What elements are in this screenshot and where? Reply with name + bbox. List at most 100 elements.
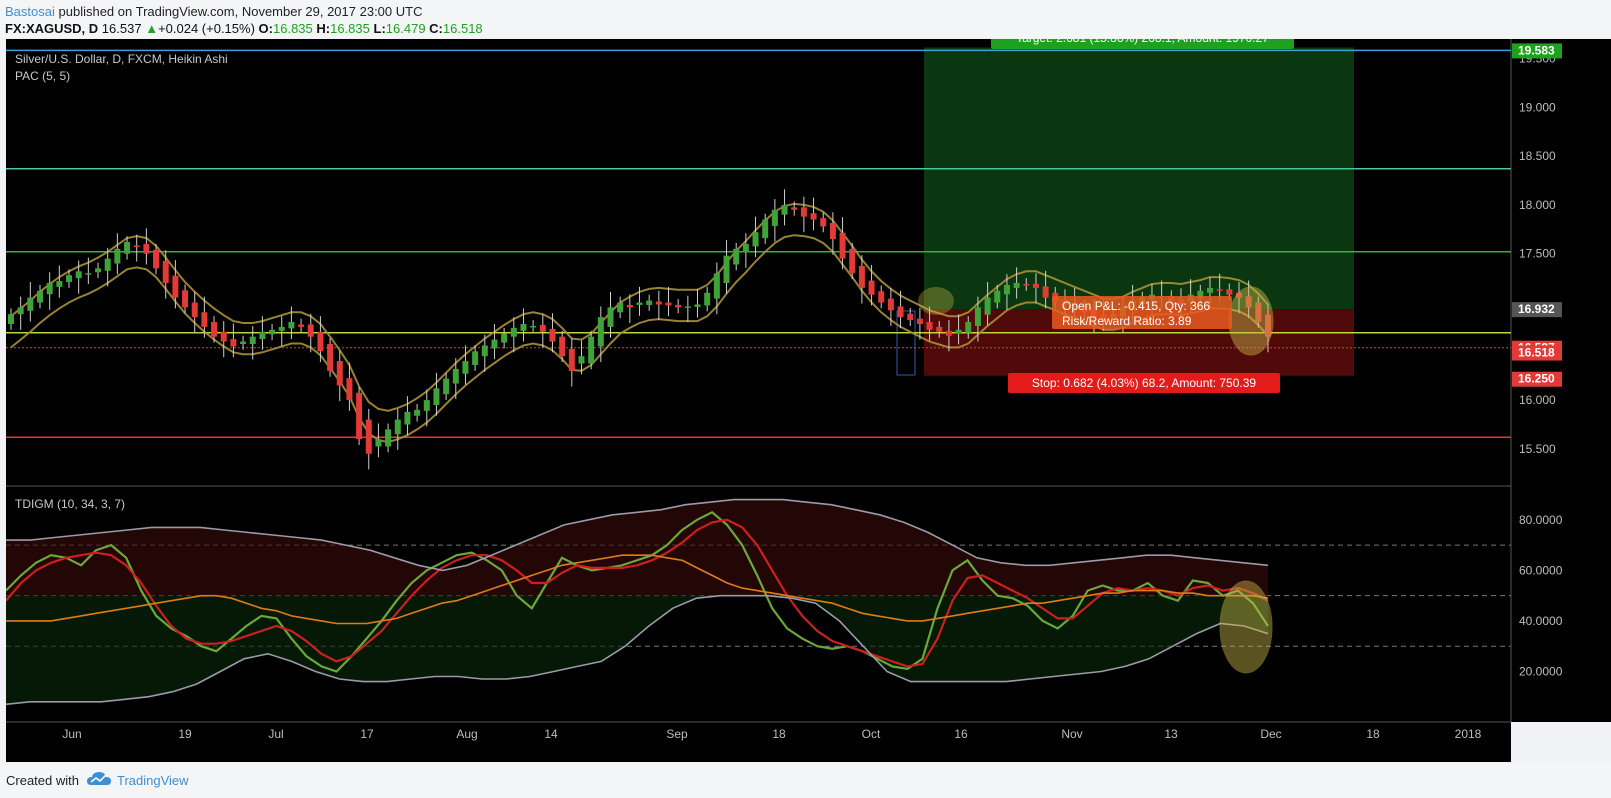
indicator-tick-label: 60.0000 (1519, 563, 1563, 577)
candle-body (75, 271, 82, 279)
tradingview-link[interactable]: TradingView (117, 773, 189, 788)
time-tick-label: Jul (268, 727, 283, 741)
candle-body (926, 322, 933, 330)
candle-body (752, 232, 759, 247)
chart-area[interactable]: Target: 2.681 (15.86%) 268.1, Amount: 19… (5, 27, 1611, 762)
publish-info: Bastosai published on TradingView.com, N… (5, 4, 422, 19)
author-link[interactable]: Bastosai (5, 4, 55, 19)
candle-body (549, 328, 556, 342)
low-value: 16.479 (385, 21, 426, 36)
pnl-text: Open P&L: -0.415, Qty: 366 (1062, 299, 1210, 313)
candle-body (800, 207, 807, 217)
candle-body (520, 323, 527, 331)
candle-body (539, 324, 546, 332)
candle-body (249, 336, 256, 344)
ohlc-legend: FX:XAGUSD, D 16.537 ▲+0.024 (+0.15%) O:1… (5, 21, 483, 36)
candle-body (95, 268, 102, 273)
low-label: L: (373, 21, 386, 36)
candle-body (240, 341, 247, 344)
price-tick-label: 17.500 (1519, 247, 1556, 261)
candle-body (1245, 296, 1252, 308)
time-tick-label: 13 (1164, 727, 1178, 741)
created-with-text: Created with (6, 773, 79, 788)
time-tick-label: 18 (1366, 727, 1380, 741)
candle-body (597, 317, 604, 347)
candle-body (404, 411, 411, 425)
stop-label: Stop: 0.682 (4.03%) 68.2, Amount: 750.39 (1032, 376, 1256, 390)
candle-body (153, 249, 160, 269)
candle-body (114, 248, 121, 264)
candle-body (578, 356, 585, 364)
highlight-ellipse-indicator (1219, 580, 1273, 674)
high-value: 16.835 (330, 21, 370, 36)
time-tick-label: 18 (772, 727, 786, 741)
candle-body (984, 297, 991, 315)
candle-body (887, 298, 894, 311)
candle-body (820, 218, 827, 227)
candle-body (191, 302, 198, 318)
price-tick-label: 18.000 (1519, 198, 1556, 212)
candle-body (104, 258, 111, 271)
candle-body (211, 322, 218, 337)
candle-body (66, 275, 73, 283)
candle-body (897, 306, 904, 318)
time-tick-label: Sep (666, 727, 688, 741)
tdigm-indicator-label: TDIGM (10, 34, 3, 7) (15, 497, 125, 511)
candle-body (220, 331, 227, 342)
candle-body (916, 318, 923, 324)
candle-body (317, 331, 324, 352)
candle-body (1265, 314, 1271, 337)
time-tick-label: Jun (62, 727, 81, 741)
candle-body (945, 330, 952, 336)
candle-body (878, 291, 885, 303)
candle-body (655, 301, 662, 305)
candle-body (791, 207, 798, 210)
candle-body (974, 307, 981, 326)
candle-body (346, 378, 353, 401)
candle-body (269, 329, 276, 335)
candle-body (124, 242, 131, 254)
open-value: 16.835 (273, 21, 313, 36)
candle-body (452, 368, 459, 384)
candle-body (694, 304, 701, 307)
candle-body (356, 392, 363, 440)
candle-body (762, 219, 769, 239)
price-tick-label: 16.000 (1519, 393, 1556, 407)
candle-body (443, 378, 450, 395)
candle-body (559, 336, 566, 357)
stop-label-bg (1008, 373, 1280, 393)
footer: Created with TradingView (0, 763, 1611, 798)
chart-header: Bastosai published on TradingView.com, N… (0, 0, 1611, 38)
price-marker-bg (1512, 302, 1562, 318)
highlight-ellipse-entry (918, 287, 954, 315)
candle-body (936, 326, 943, 332)
candle-body (298, 324, 305, 327)
candle-body (839, 232, 846, 259)
candle-body (955, 329, 962, 334)
candle-body (1013, 282, 1020, 288)
candle-body (771, 209, 778, 226)
candle-body (1197, 290, 1204, 299)
candle-body (8, 314, 14, 324)
candle-body (829, 222, 836, 240)
candle-body (375, 439, 382, 447)
candle-body (1226, 289, 1233, 295)
candle-body (472, 351, 479, 365)
candle-body (965, 322, 972, 333)
candle-body (1235, 292, 1242, 298)
candle-body (27, 297, 34, 311)
candle-body (278, 326, 285, 331)
candle-body (1023, 283, 1030, 286)
candle-body (617, 302, 624, 313)
price-marker-bg (1512, 345, 1562, 361)
candle-body (162, 261, 169, 283)
target-label: Target: 2.681 (15.86%) 268.1, Amount: 19… (1016, 39, 1269, 45)
time-tick-label: 16 (954, 727, 968, 741)
symbol-label: FX:XAGUSD, D (5, 21, 99, 36)
candle-body (636, 302, 643, 305)
candle-body (665, 302, 672, 306)
candle-body (607, 307, 614, 327)
candle-body (327, 343, 334, 371)
chart-svg[interactable]: Target: 2.681 (15.86%) 268.1, Amount: 19… (5, 27, 1611, 762)
price-tick-label: 18.500 (1519, 149, 1556, 163)
